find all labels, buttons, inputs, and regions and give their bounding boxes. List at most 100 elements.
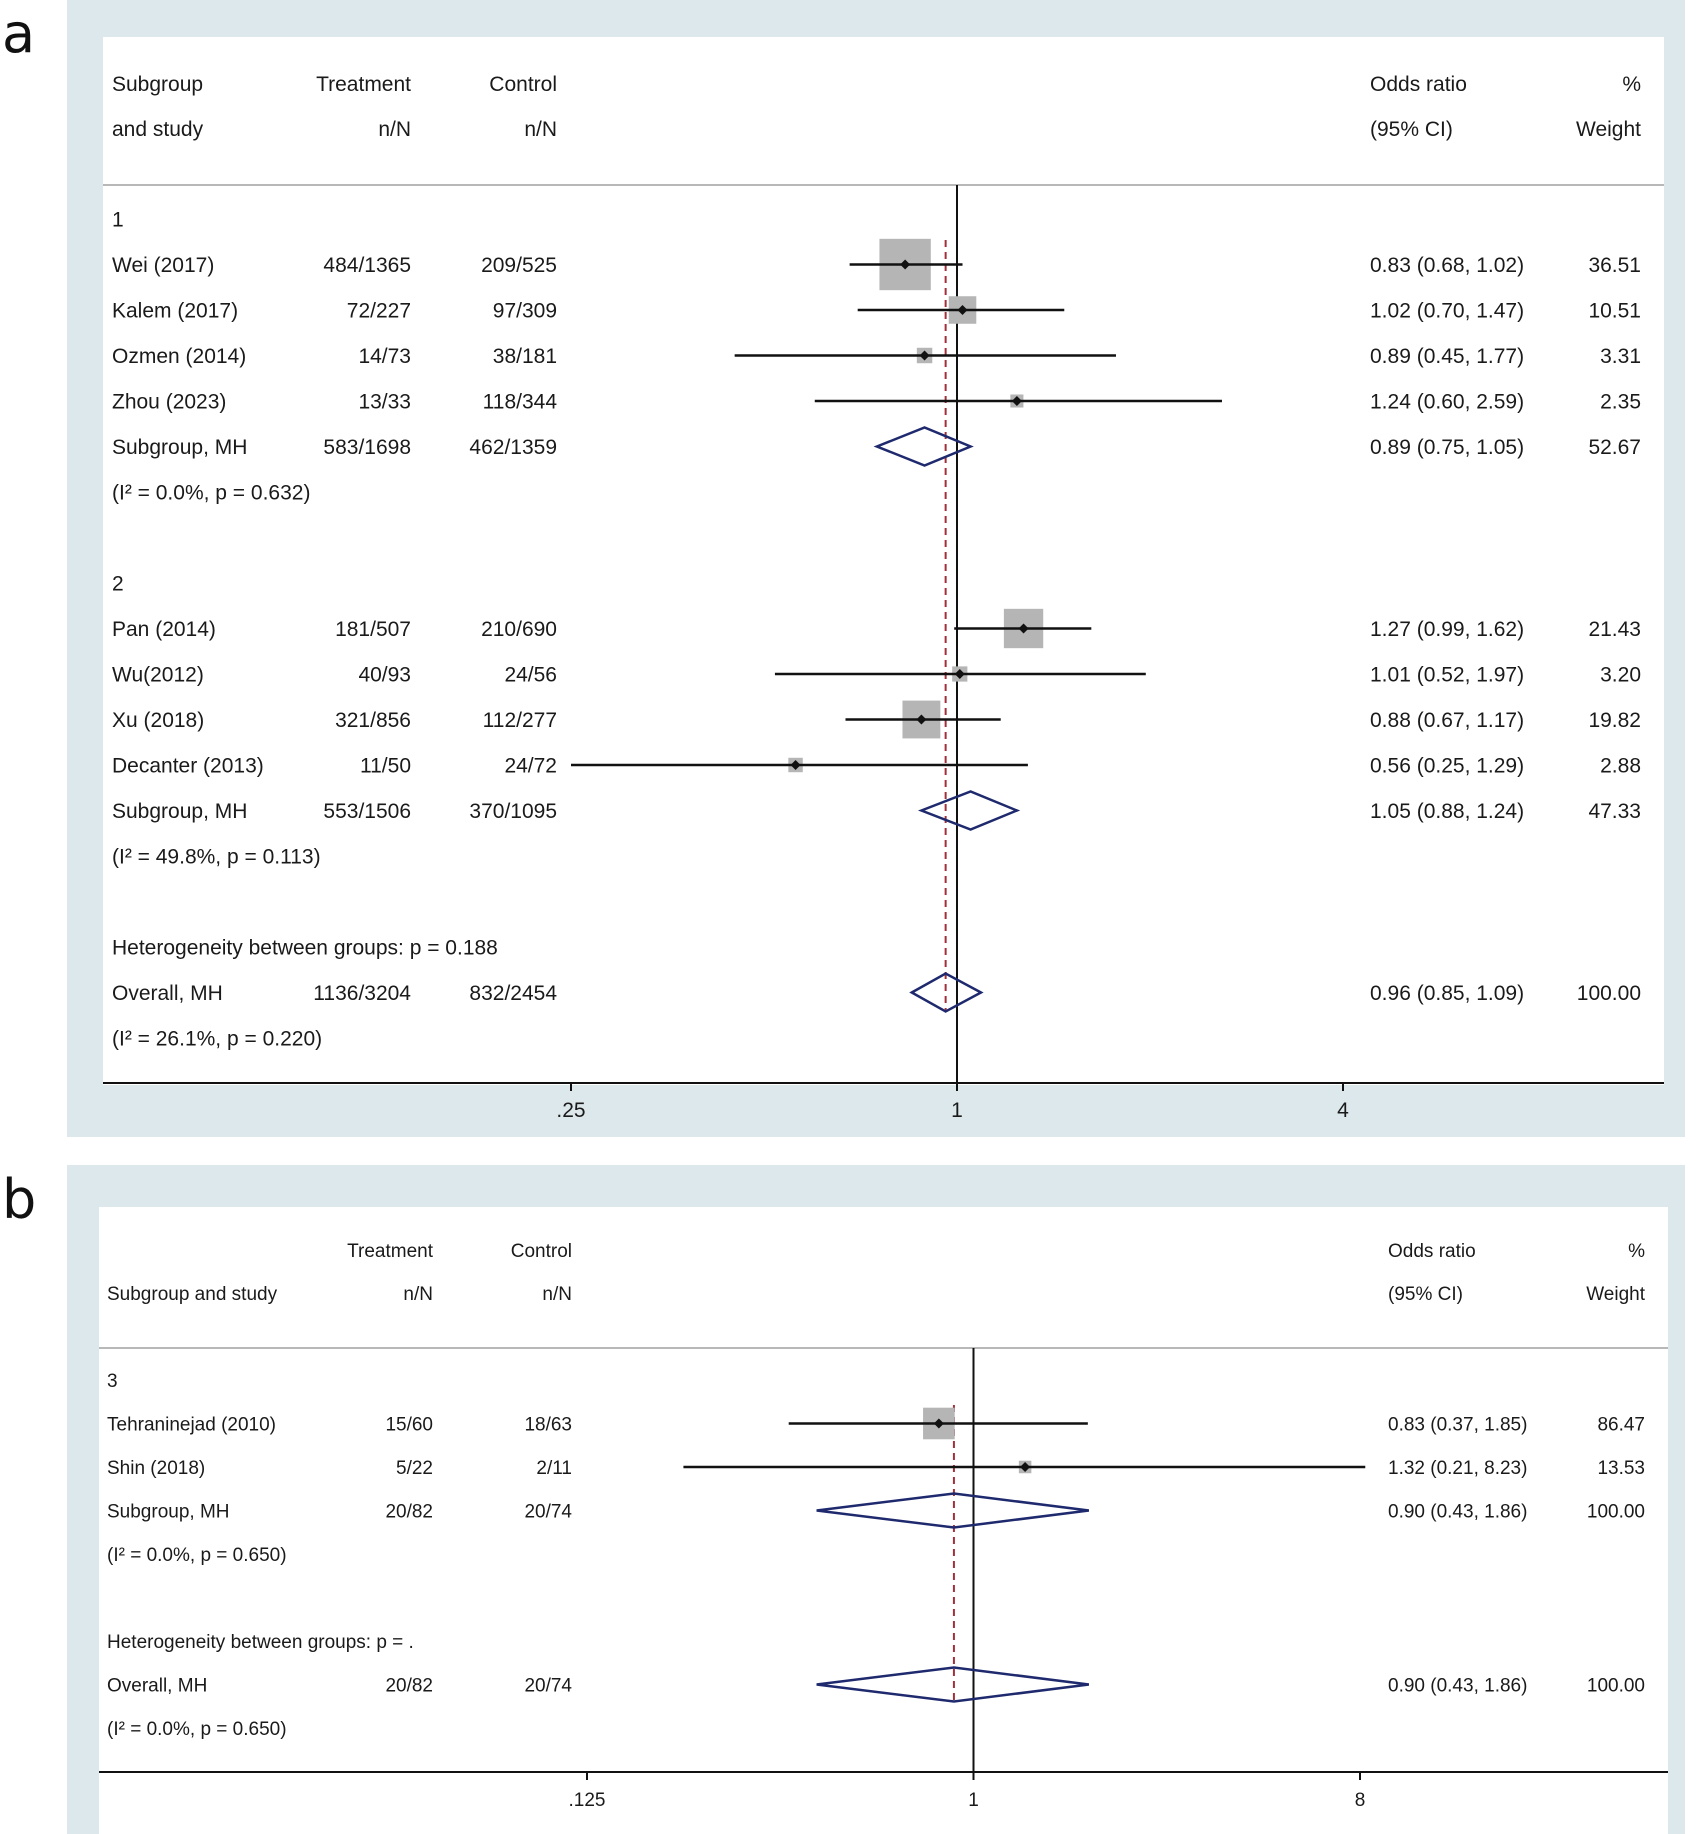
point-estimate (916, 714, 927, 725)
odds-ratio-ci: 1.02 (0.70, 1.47) (1370, 300, 1524, 323)
header-control-1: Control (511, 1241, 572, 1262)
weight-percent: 3.20 (1600, 664, 1641, 687)
pooled-label: Overall, MH (107, 1675, 207, 1696)
odds-ratio-ci: 0.56 (0.25, 1.29) (1370, 755, 1524, 778)
x-tick-label: 1 (951, 1099, 963, 1122)
odds-ratio-ci: 0.90 (0.43, 1.86) (1388, 1675, 1527, 1696)
subgroup-label: 3 (107, 1371, 118, 1392)
heterogeneity-stat: (I² = 0.0%, p = 0.650) (107, 1545, 287, 1566)
control-count: 24/72 (504, 755, 557, 778)
weight-percent: 100.00 (1587, 1501, 1645, 1522)
x-tick-label: .125 (569, 1790, 606, 1811)
header-control-1: Control (489, 73, 557, 96)
odds-ratio-ci: 0.83 (0.68, 1.02) (1370, 254, 1524, 277)
study-label: Pan (2014) (112, 618, 216, 641)
control-count: 209/525 (481, 254, 557, 277)
study-label: Kalem (2017) (112, 300, 238, 323)
point-estimate (954, 669, 965, 679)
weight-percent: 2.88 (1600, 755, 1641, 778)
study-label: Xu (2018) (112, 709, 204, 732)
control-count: 24/56 (504, 664, 557, 687)
study-label: Ozmen (2014) (112, 345, 246, 368)
treatment-count: 11/50 (360, 755, 411, 778)
odds-ratio-ci: 0.88 (0.67, 1.17) (1370, 709, 1524, 732)
treatment-count: 13/33 (358, 391, 411, 414)
control-count: 20/74 (524, 1501, 572, 1522)
panel-b-plot-area (99, 1207, 1668, 1834)
header-weight-2: Weight (1586, 1284, 1646, 1305)
point-estimate (900, 259, 911, 270)
treatment-count: 1136/3204 (313, 982, 411, 1005)
treatment-count: 20/82 (385, 1675, 433, 1696)
panel-label-a: a (2, 2, 36, 65)
x-tick-label: 1 (968, 1790, 979, 1811)
pooled-diamond (816, 1492, 1090, 1529)
header-control-2: n/N (542, 1284, 572, 1305)
control-count: 97/309 (493, 300, 557, 323)
weight-percent: 13.53 (1597, 1458, 1645, 1479)
treatment-count: 181/507 (335, 618, 411, 641)
header-control-2: n/N (524, 118, 557, 141)
point-estimate (790, 760, 801, 770)
x-tick-label: .25 (556, 1099, 585, 1122)
treatment-count: 20/82 (385, 1501, 433, 1522)
weight-percent: 21.43 (1588, 618, 1641, 641)
odds-ratio-ci: 1.05 (0.88, 1.24) (1370, 800, 1524, 823)
point-estimate (1020, 1462, 1031, 1472)
control-count: 20/74 (524, 1675, 572, 1696)
x-tick-label: 8 (1355, 1790, 1366, 1811)
study-label: Tehraninejad (2010) (107, 1414, 276, 1435)
weight-percent: 19.82 (1588, 709, 1641, 732)
header-or-1: Odds ratio (1388, 1241, 1476, 1262)
study-label: Decanter (2013) (112, 755, 264, 778)
treatment-count: 15/60 (385, 1414, 433, 1435)
odds-ratio-ci: 1.01 (0.52, 1.97) (1370, 664, 1524, 687)
control-count: 118/344 (483, 391, 558, 414)
control-count: 112/277 (483, 709, 557, 732)
header-weight-1: % (1628, 1241, 1645, 1262)
weight-percent: 100.00 (1587, 1675, 1645, 1696)
study-label: Shin (2018) (107, 1458, 205, 1479)
header-treatment-2: n/N (403, 1284, 433, 1305)
panel-label-b: b (2, 1168, 37, 1231)
treatment-count: 14/73 (358, 345, 411, 368)
treatment-count: 72/227 (347, 300, 411, 323)
subgroup-label: 2 (112, 573, 124, 596)
header-or-2: (95% CI) (1388, 1284, 1463, 1305)
odds-ratio-ci: 1.24 (0.60, 2.59) (1370, 391, 1524, 414)
header-or-1: Odds ratio (1370, 73, 1467, 96)
weight-percent: 2.35 (1600, 391, 1641, 414)
odds-ratio-ci: 1.27 (0.99, 1.62) (1370, 618, 1524, 641)
control-count: 832/2454 (469, 982, 557, 1005)
control-count: 2/11 (536, 1458, 572, 1479)
panel-a-plot-area (103, 37, 1664, 1085)
pooled-diamond (917, 790, 1021, 831)
point-estimate (957, 305, 968, 315)
subgroup-label: Heterogeneity between groups: p = . (107, 1632, 414, 1653)
control-count: 210/690 (481, 618, 557, 641)
odds-ratio-ci: 0.96 (0.85, 1.09) (1370, 982, 1524, 1005)
treatment-count: 583/1698 (323, 436, 411, 459)
treatment-count: 553/1506 (323, 800, 411, 823)
odds-ratio-ci: 0.89 (0.45, 1.77) (1370, 345, 1524, 368)
header-subgroup-2: Subgroup and study (107, 1284, 278, 1305)
study-label: Wei (2017) (112, 254, 214, 277)
control-count: 18/63 (524, 1414, 572, 1435)
heterogeneity-stat: (I² = 0.0%, p = 0.650) (107, 1719, 287, 1740)
pooled-label: Subgroup, MH (112, 800, 247, 823)
point-estimate (1018, 623, 1029, 634)
header-treatment-1: Treatment (347, 1241, 434, 1262)
pooled-label: Subgroup, MH (112, 436, 247, 459)
header-subgroup-1: Subgroup (112, 73, 203, 96)
pooled-label: Overall, MH (112, 982, 223, 1005)
odds-ratio-ci: 0.83 (0.37, 1.85) (1388, 1414, 1527, 1435)
control-count: 370/1095 (469, 800, 557, 823)
weight-percent: 36.51 (1588, 254, 1641, 277)
header-or-2: (95% CI) (1370, 118, 1453, 141)
weight-percent: 3.31 (1600, 345, 1641, 368)
pooled-diamond (909, 972, 984, 1013)
header-treatment-2: n/N (378, 118, 411, 141)
header-subgroup-2: and study (112, 118, 204, 141)
